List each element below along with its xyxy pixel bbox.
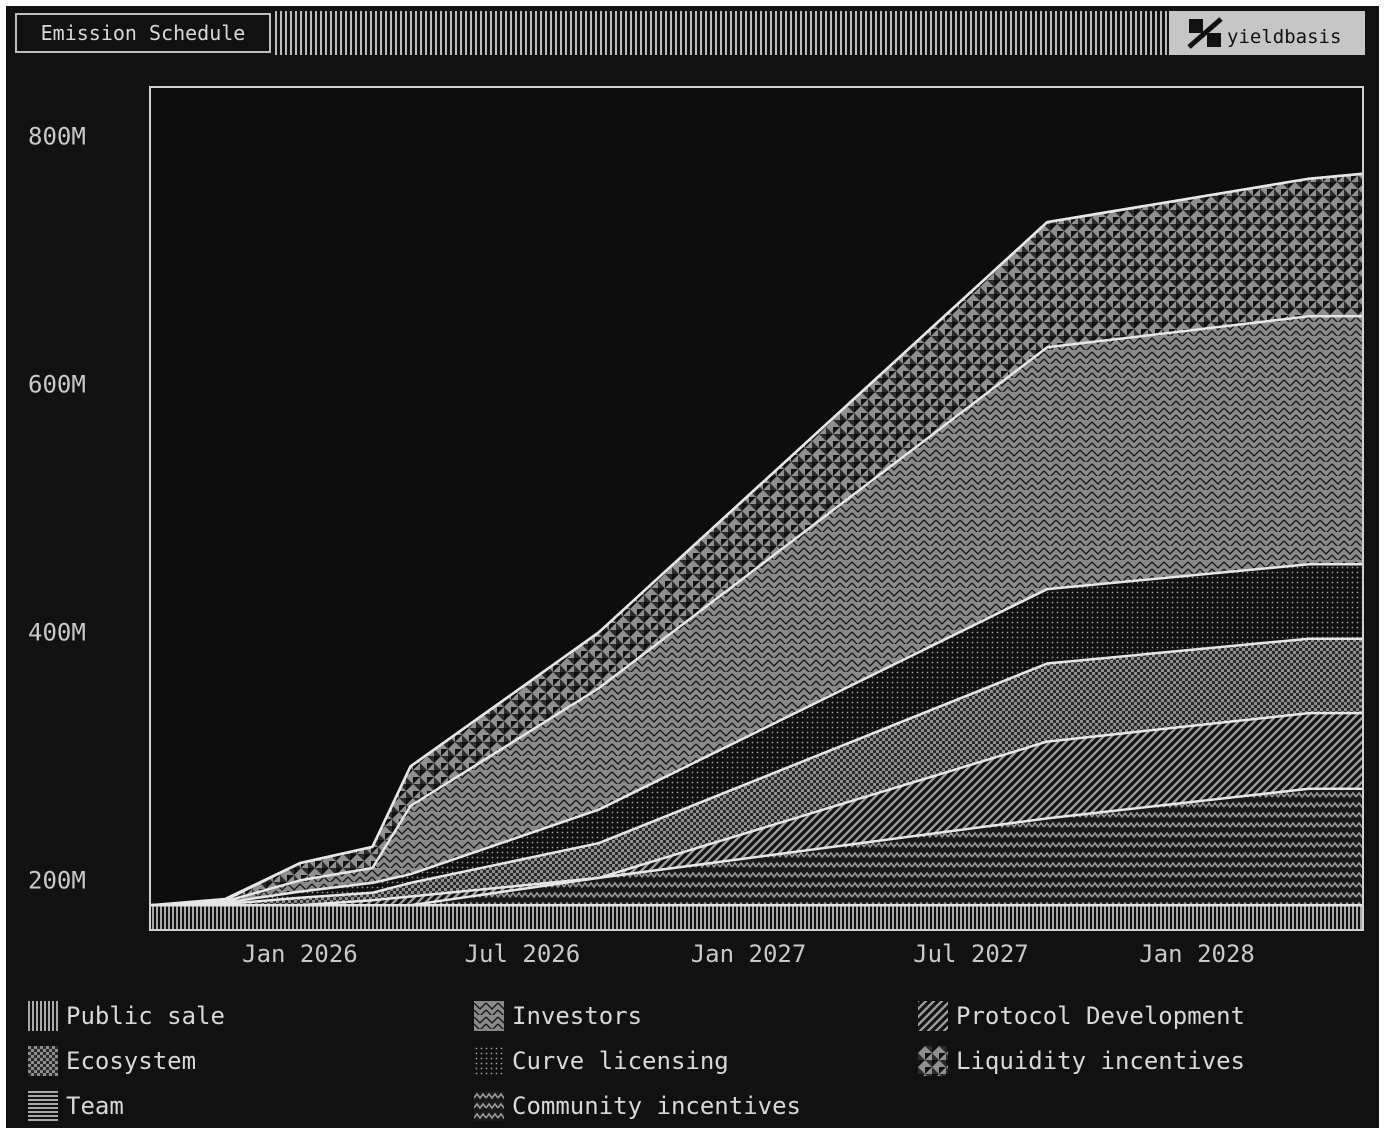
x-tick-label: Jan 2028 bbox=[1139, 940, 1255, 968]
area-investors bbox=[150, 316, 1363, 906]
y-tick-label: 800M bbox=[28, 123, 86, 151]
brand-name: yieldbasis bbox=[1227, 26, 1342, 48]
area-liquidity-incentives bbox=[150, 173, 1363, 906]
header-stripe-bar bbox=[275, 11, 1167, 55]
area-curve-licensing bbox=[150, 564, 1363, 906]
x-tick-label: Jul 2026 bbox=[465, 940, 581, 968]
x-tick-label: Jan 2027 bbox=[691, 940, 807, 968]
boundary-protocol-development bbox=[150, 711, 1363, 907]
plot-border bbox=[149, 86, 1364, 931]
boundary-curve-licensing bbox=[149, 563, 1363, 907]
y-tick-label: 600M bbox=[28, 371, 86, 399]
yieldbasis-logo-icon bbox=[1187, 17, 1223, 49]
y-tick-label: 200M bbox=[28, 866, 86, 894]
area-ecosystem bbox=[150, 638, 1363, 906]
plot-area bbox=[149, 87, 1364, 930]
area-public-sale bbox=[150, 905, 1363, 930]
y-tick-label: 400M bbox=[28, 618, 86, 646]
boundary-team bbox=[149, 172, 1364, 907]
x-tick-label: Jul 2027 bbox=[913, 940, 1029, 968]
page-title: Emission Schedule bbox=[15, 13, 271, 53]
area-protocol-development bbox=[150, 713, 1363, 906]
boundary-investors bbox=[149, 315, 1363, 907]
axes: 200M 400M 600M 800M Jan 2026 Jul 2026 Jan 2027… bbox=[28, 123, 1255, 968]
boundary-ecosystem bbox=[149, 637, 1363, 907]
x-tick-label: Jan 2026 bbox=[242, 940, 358, 968]
brand-badge[interactable]: yieldbasis bbox=[1169, 11, 1365, 55]
